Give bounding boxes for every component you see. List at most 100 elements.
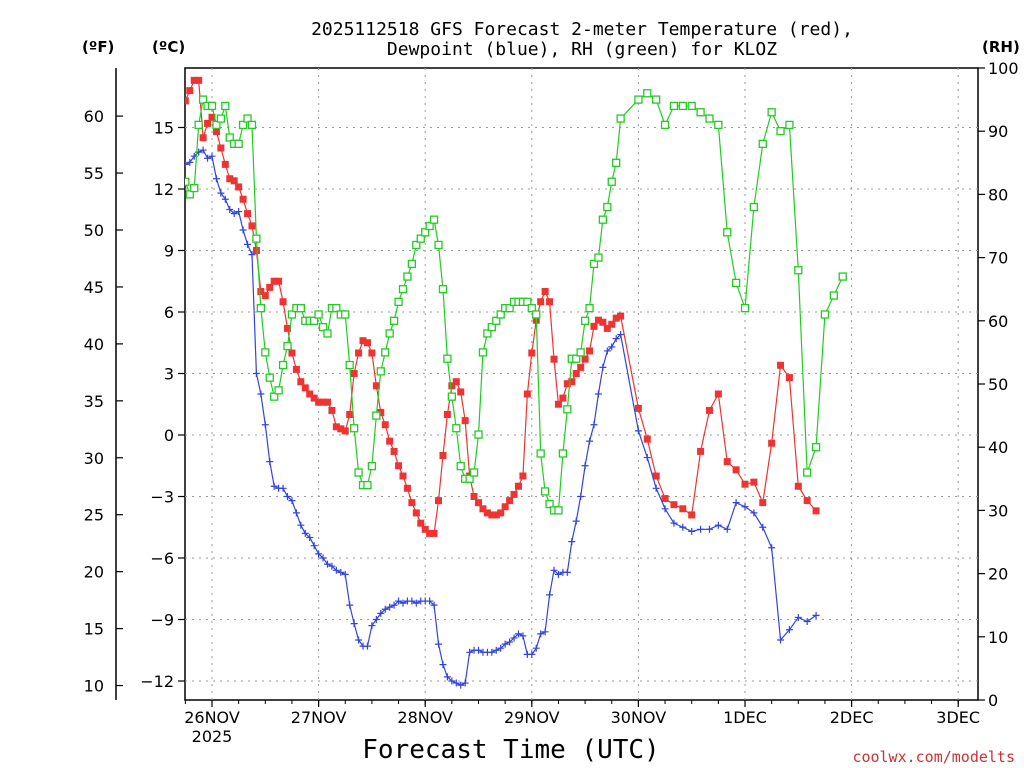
rh-tick-label: 80 — [988, 185, 1008, 204]
dewpoint-point — [212, 175, 220, 183]
rh-point — [607, 177, 616, 186]
dewpoint-point — [812, 611, 820, 619]
temperature-point — [381, 421, 389, 429]
dewpoint-point — [697, 525, 705, 533]
dewpoint-point — [563, 568, 571, 576]
rh-point — [740, 304, 750, 313]
x-tick-label: 2DEC — [830, 708, 874, 727]
temperature-point — [612, 314, 620, 322]
celsius-tick-label: −3 — [150, 488, 174, 507]
temperature-point — [306, 390, 314, 398]
dewpoint-point — [634, 427, 642, 435]
temperature-point — [768, 439, 776, 447]
dewpoint-point — [608, 343, 616, 351]
temperature-point — [257, 288, 265, 295]
credit-link[interactable]: coolwx.com/modelts — [852, 748, 1015, 766]
rh-point — [811, 443, 821, 452]
rh-point — [221, 101, 230, 111]
temperature-point — [332, 423, 340, 431]
rh-point — [452, 424, 461, 433]
rh-point — [190, 183, 199, 193]
temperature-point — [448, 382, 456, 390]
fahrenheit-tick-label: 45 — [84, 278, 104, 297]
rh-point — [194, 120, 203, 130]
rh-point — [310, 316, 319, 325]
dewpoint-point — [794, 613, 802, 621]
rh-point — [314, 310, 323, 319]
temperature-point — [523, 390, 531, 398]
temperature-point — [421, 525, 429, 533]
dewpoint-point — [368, 622, 376, 630]
rh-point — [212, 120, 221, 130]
temperature-point — [514, 482, 522, 490]
temperature-point — [452, 378, 460, 386]
temperature-point — [559, 394, 567, 402]
dewpoint-point — [372, 616, 380, 623]
temperature-point — [386, 437, 394, 445]
temperature-point — [457, 388, 465, 396]
rh-point — [447, 392, 457, 401]
temperature-point — [661, 495, 669, 503]
rh-point — [616, 114, 625, 123]
rh-point — [612, 158, 621, 167]
rh-point — [523, 297, 532, 306]
temperature-point — [395, 462, 403, 470]
dewpoint-point — [750, 509, 758, 517]
rh-point — [354, 468, 363, 477]
dewpoint-point — [386, 603, 394, 611]
dewpoint-point — [501, 640, 509, 648]
fahrenheit-tick-label: 55 — [84, 164, 104, 183]
temperature-point — [563, 380, 571, 388]
rh-point — [532, 310, 541, 319]
dewpoint-point — [532, 644, 540, 652]
temperature-point — [537, 298, 545, 306]
temperature-point — [261, 292, 269, 300]
dewpoint-point — [537, 630, 545, 638]
temperature-point — [546, 298, 554, 306]
temperature-point — [248, 222, 256, 230]
dewpoint-point — [341, 570, 349, 578]
temperature-point — [252, 247, 260, 254]
dewpoint-point — [572, 517, 580, 525]
temperature-point — [372, 382, 380, 390]
temperature-point — [679, 505, 687, 513]
rh-point — [323, 329, 332, 338]
rh-point — [487, 322, 496, 332]
x-tick-label: 26NOV — [184, 708, 240, 727]
fahrenheit-tick-label: 20 — [84, 563, 104, 582]
rh-point — [403, 272, 412, 281]
dewpoint-point — [541, 628, 549, 636]
temperature-point — [310, 394, 318, 402]
temperature-point — [572, 370, 580, 377]
dewpoint-point — [270, 482, 278, 490]
temperature-point — [506, 497, 514, 505]
rh-point — [376, 367, 385, 376]
rh-point — [389, 316, 399, 325]
chart-title-line2: Dewpoint (blue), RH (green) for KLOZ — [387, 39, 777, 60]
rh-point — [252, 234, 261, 243]
dewpoint-point — [226, 206, 234, 213]
rh-point — [652, 95, 661, 104]
dewpoint-point — [466, 648, 474, 656]
temperature-point — [777, 361, 785, 369]
rh-point — [705, 114, 714, 123]
rh-point — [341, 310, 350, 319]
dewpoint-point — [475, 646, 482, 654]
temperature-point — [426, 529, 434, 537]
temperature-point — [355, 349, 363, 357]
rh-point — [363, 480, 372, 490]
rh-point — [345, 360, 354, 370]
dewpoint-point — [390, 601, 398, 609]
temperature-point — [226, 175, 234, 183]
rh-point — [594, 253, 603, 262]
dewpoint-point — [395, 597, 403, 605]
temperature-point — [603, 324, 611, 332]
dewpoint-point — [346, 601, 354, 609]
dewpoint-point — [186, 158, 194, 166]
rh-point — [527, 304, 536, 313]
rh-point — [456, 462, 465, 471]
rh-point — [776, 127, 785, 136]
temperature-point — [497, 509, 505, 517]
rh-point — [829, 291, 838, 300]
dewpoint-point — [221, 195, 229, 203]
